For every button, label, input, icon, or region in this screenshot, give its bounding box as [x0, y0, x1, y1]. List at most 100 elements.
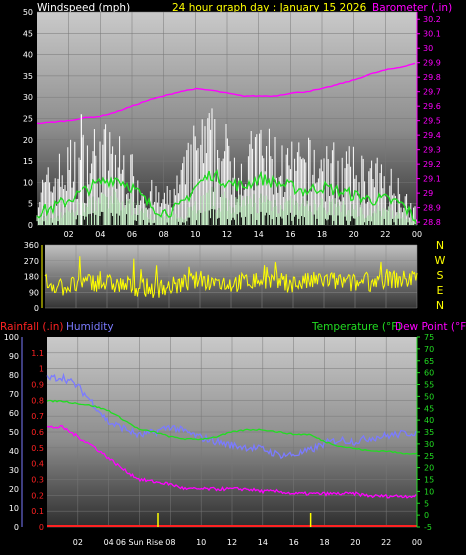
wind-tick-label: 45: [23, 29, 33, 38]
baro-tick-label: 29.2: [423, 160, 441, 169]
temperature-tick-label: 60: [424, 369, 434, 378]
baro-tick-label: 29.8: [423, 73, 441, 82]
direction-tick-label: 270: [24, 257, 39, 266]
humidity-line: [46, 372, 417, 460]
rain-tick-label: 0.2: [31, 491, 44, 500]
humidity-tick-label: 80: [9, 371, 19, 380]
hour-tick-label: 12: [227, 538, 237, 547]
direction-tick-label: 90: [29, 288, 39, 297]
graph-title: 24 hour graph day : January 15 2026: [172, 2, 367, 14]
rain-tick-label: 0.5: [31, 444, 44, 453]
compass-label: S: [437, 269, 444, 282]
rain-tick-label: 0.1: [31, 507, 44, 516]
hour-tick-label: 08: [165, 538, 175, 547]
temp-hum-rain-series: [46, 372, 418, 527]
humidity-tick-label: 20: [9, 485, 19, 494]
rain-axis-ticks: 0 0.1 0.2 0.3 0.4 0.5 0.6 0.7 0.8 0.9 1 1.1: [31, 349, 44, 532]
humidity-tick-label: 90: [9, 352, 19, 361]
direction-tick-label: 180: [24, 273, 39, 282]
hour-tick-label: 16: [289, 538, 299, 547]
wind-tick-label: 30: [23, 93, 33, 102]
rain-tick-label: 0.3: [31, 476, 44, 485]
temperature-tick-label: 20: [424, 464, 434, 473]
baro-tick-label: 29.6: [423, 102, 441, 111]
temperature-tick-label: 40: [424, 416, 434, 425]
temperature-tick-label: 50: [424, 392, 434, 401]
baro-tick-label: 29.1: [423, 175, 441, 184]
rain-tick-label: 0.8: [31, 396, 44, 405]
hour-tick-label: 14: [258, 538, 268, 547]
baro-tick-label: 29.3: [423, 146, 441, 155]
temperature-tick-label: 65: [424, 357, 434, 366]
hour-tick-label: 20: [349, 230, 359, 239]
dew-point-line: [46, 425, 417, 499]
humidity-tick-label: 60: [9, 409, 19, 418]
temperature-tick-label: 0: [424, 511, 429, 520]
compass-label: N: [436, 239, 444, 252]
hour-tick-label: 02: [64, 230, 74, 239]
wind-bars: [36, 108, 417, 225]
humidity-tick-label: 30: [9, 466, 19, 475]
humidity-tick-label: 10: [9, 504, 19, 513]
temperature-tick-label: 25: [424, 452, 434, 461]
wind-direction-axis-ticks: 0 90 180 270 360: [24, 241, 43, 313]
wind-direction-line: [44, 256, 418, 298]
baro-axis-ticks: 28.8 28.9 29 29.1 29.2 29.3 29.4 29.5 29.6 29.7 29…: [417, 15, 441, 227]
baro-tick-label: 30.2: [423, 15, 441, 24]
rain-tick-label: 0.7: [31, 412, 44, 421]
temperature-tick-label: 55: [424, 381, 434, 390]
wind-baro-x-ticks: 02 04 06 08 10 12 14 16 18 20 22 00: [64, 230, 423, 239]
wind-axis-ticks: 0 5 10 15 20 25 30 35 40 45 50: [23, 8, 33, 230]
humidity-tick-label: 0: [14, 523, 19, 532]
baro-axis-title: Barometer (.in): [372, 2, 452, 14]
wind-tick-label: 10: [23, 178, 33, 187]
hour-tick-label: 14: [254, 230, 264, 239]
baro-tick-label: 30: [423, 44, 433, 53]
temperature-axis-ticks: -5 0 5 10 15 20 25 30 35 40 45 50 55 60 65 70 75: [417, 333, 434, 532]
compass-label: W: [435, 254, 446, 267]
baro-tick-label: 29.5: [423, 117, 441, 126]
wind-baro-series: [36, 62, 418, 226]
wind-tick-label: 0: [28, 221, 33, 230]
rain-tick-label: 0.6: [31, 428, 44, 437]
temperature-line: [46, 399, 418, 455]
hour-tick-label: 06 Sun Rise: [116, 538, 163, 547]
baro-tick-label: 29.7: [423, 88, 441, 97]
temperature-tick-label: 70: [424, 345, 434, 354]
barometer-line: [36, 62, 416, 125]
temperature-tick-label: 15: [424, 476, 434, 485]
humidity-tick-label: 70: [9, 390, 19, 399]
hour-tick-label: 10: [196, 538, 206, 547]
temperature-tick-label: 30: [424, 440, 434, 449]
wind-tick-label: 15: [23, 157, 33, 166]
hour-tick-label: 00: [412, 230, 422, 239]
hour-tick-label: 04: [104, 538, 114, 547]
wind-tick-label: 25: [23, 115, 33, 124]
wind-tick-label: 35: [23, 72, 33, 81]
hour-tick-label: 02: [73, 538, 83, 547]
hour-tick-label: 16: [285, 230, 295, 239]
baro-tick-label: 29: [423, 189, 433, 198]
baro-tick-label: 30.1: [423, 30, 441, 39]
hour-tick-label: 10: [190, 230, 200, 239]
temperature-tick-label: 35: [424, 428, 434, 437]
temperature-tick-label: 75: [424, 333, 434, 342]
rain-axis-title: Rainfall (.in): [0, 321, 63, 333]
baro-tick-label: 28.9: [423, 204, 441, 213]
temperature-tick-label: 5: [424, 499, 429, 508]
compass-label: E: [437, 284, 444, 297]
hour-tick-label: 08: [159, 230, 169, 239]
hour-tick-label: 20: [350, 538, 360, 547]
rain-tick-label: 0.4: [31, 460, 44, 469]
humidity-axis-ticks: 0 10 20 30 40 50 60 70 80 90 100: [4, 333, 19, 532]
temp-hum-rain-x-ticks: 02 04 06 Sun Rise 08 10 12 14 16 18 20 22 00: [73, 538, 422, 547]
rain-tick-label: 1: [39, 365, 44, 374]
humidity-tick-label: 50: [9, 428, 19, 437]
humidity-tick-label: 100: [4, 333, 19, 342]
baro-tick-label: 29.9: [423, 59, 441, 68]
baro-tick-label: 28.8: [423, 218, 441, 227]
wind-speed-line: [36, 169, 418, 226]
hour-tick-label: 22: [381, 538, 391, 547]
